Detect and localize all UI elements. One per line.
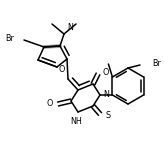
Text: NH: NH xyxy=(70,116,82,126)
Text: Br: Br xyxy=(152,59,161,67)
Text: N: N xyxy=(103,89,109,99)
Text: N: N xyxy=(67,23,73,32)
Text: Br: Br xyxy=(5,34,14,42)
Text: O: O xyxy=(102,67,108,77)
Text: O: O xyxy=(47,100,53,108)
Text: O: O xyxy=(59,64,65,74)
Text: S: S xyxy=(105,111,110,121)
